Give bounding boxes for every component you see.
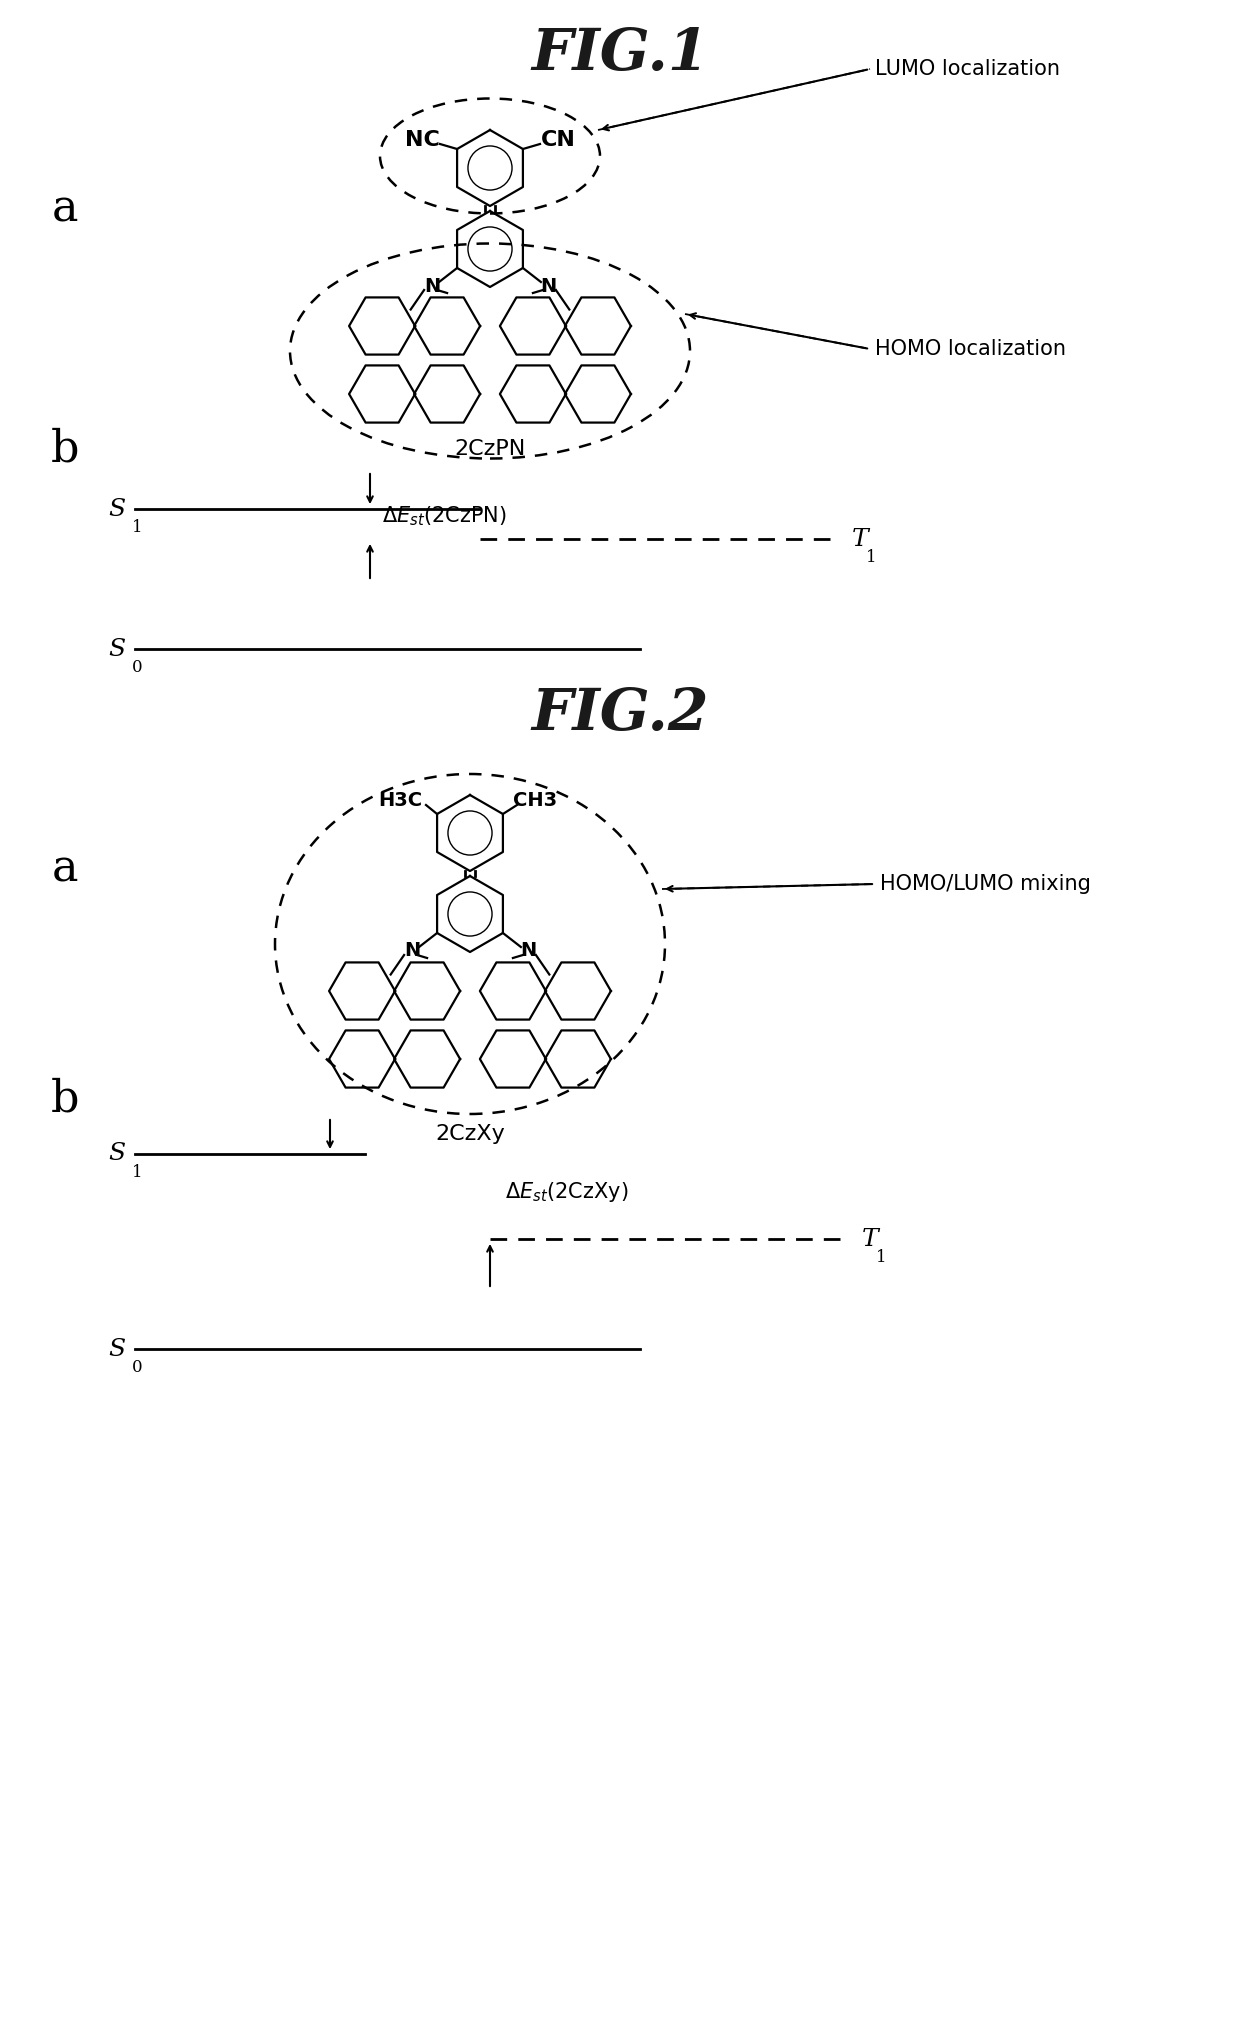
Text: 1: 1	[131, 520, 143, 536]
Text: b: b	[51, 428, 79, 471]
Text: N: N	[539, 277, 556, 296]
Text: S: S	[108, 1142, 125, 1166]
Text: FIG.1: FIG.1	[531, 27, 709, 82]
Text: S: S	[108, 1338, 125, 1360]
Text: NC: NC	[404, 130, 439, 151]
Text: CN: CN	[541, 130, 575, 151]
Text: $\Delta E_{st}$(2CzXy): $\Delta E_{st}$(2CzXy)	[505, 1179, 629, 1203]
Text: S: S	[108, 498, 125, 520]
Text: N: N	[404, 942, 420, 960]
Text: 1: 1	[131, 1164, 143, 1181]
Text: b: b	[51, 1077, 79, 1121]
Text: $\Delta E_{st}$(2CzPN): $\Delta E_{st}$(2CzPN)	[382, 504, 507, 528]
Text: HOMO/LUMO mixing: HOMO/LUMO mixing	[880, 875, 1091, 893]
Text: CH3: CH3	[513, 791, 557, 809]
Text: T: T	[862, 1227, 879, 1250]
Text: H3C: H3C	[378, 791, 422, 809]
Text: 1: 1	[866, 548, 877, 567]
Text: a: a	[52, 188, 78, 230]
Text: HOMO localization: HOMO localization	[875, 338, 1066, 359]
Text: LUMO localization: LUMO localization	[875, 59, 1060, 80]
Text: 0: 0	[131, 659, 143, 677]
Text: 2CzXy: 2CzXy	[435, 1123, 505, 1144]
Text: S: S	[108, 638, 125, 661]
Text: T: T	[852, 528, 869, 551]
Text: a: a	[52, 848, 78, 891]
Text: 1: 1	[875, 1250, 887, 1266]
Text: 2CzPN: 2CzPN	[454, 438, 526, 459]
Text: N: N	[520, 942, 536, 960]
Text: 0: 0	[131, 1360, 143, 1376]
Text: FIG.2: FIG.2	[531, 685, 709, 742]
Text: N: N	[424, 277, 440, 296]
